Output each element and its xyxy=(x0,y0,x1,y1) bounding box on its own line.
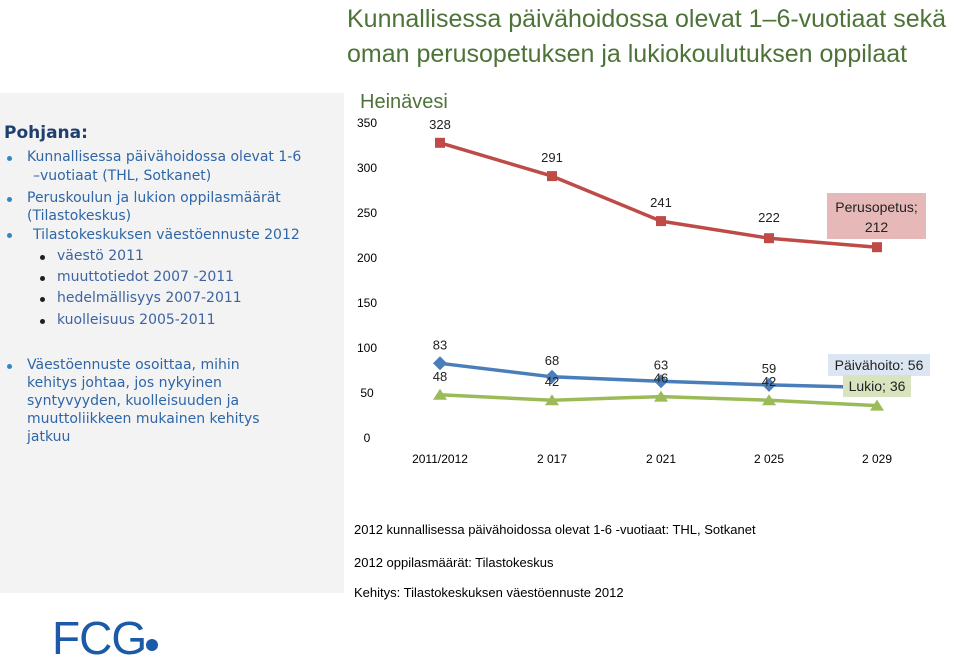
slide-title-line-2: oman perusopetuksen ja lukiokoulutuksen … xyxy=(347,40,908,68)
sidebar-note-line: kehitys johtaa, jos nykyinen xyxy=(27,375,222,391)
x-tick-label: 2011/2012 xyxy=(412,452,468,466)
sidebar-item: (Tilastokeskus) xyxy=(27,208,132,224)
bullet-icon xyxy=(7,364,12,369)
sidebar-note-line: syntyvyyden, kuolleisuuden ja xyxy=(27,393,240,409)
data-label: 68 xyxy=(545,353,559,368)
chart-title: Heinävesi xyxy=(360,91,448,113)
data-label: 83 xyxy=(433,337,447,352)
sidebar-item: Tilastokeskuksen väestöennuste 2012 xyxy=(33,227,300,243)
fcg-logo: FCG xyxy=(52,614,158,658)
sidebar-heading: Pohjana: xyxy=(4,123,88,143)
data-labels: 328 291 241 222 83 68 63 59 48 42 46 42 xyxy=(429,117,780,389)
diamond-marker xyxy=(762,377,776,392)
y-tick-label: 150 xyxy=(357,296,377,310)
y-tick-label: 200 xyxy=(357,251,377,265)
data-label: 42 xyxy=(762,374,776,389)
square-marker xyxy=(656,216,666,227)
triangle-marker xyxy=(433,388,447,400)
bullet-icon xyxy=(7,197,12,202)
x-tick-label: 2 029 xyxy=(862,452,892,466)
end-label-text: Päivähoito: 56 xyxy=(835,357,924,373)
source-line: 2012 kunnallisessa päivähoidossa olevat … xyxy=(354,522,756,537)
diamond-marker xyxy=(433,356,447,371)
data-label: 222 xyxy=(758,210,780,225)
bullet-icon xyxy=(7,156,12,161)
bullet-icon xyxy=(7,233,12,238)
data-label: 328 xyxy=(429,117,451,132)
x-tick-label: 2 025 xyxy=(754,452,784,466)
square-marker xyxy=(764,233,774,244)
square-marker xyxy=(435,137,445,148)
y-tick-label: 50 xyxy=(360,386,374,400)
data-label: 59 xyxy=(762,361,776,376)
source-line: 2012 oppilasmäärät: Tilastokeskus xyxy=(354,555,554,570)
data-label: 63 xyxy=(654,357,668,372)
data-label: 46 xyxy=(654,371,668,386)
square-marker xyxy=(547,171,557,182)
logo-text: FCG xyxy=(52,614,146,658)
y-tick-label: 250 xyxy=(357,206,377,220)
line-chart: Heinävesi 0 50 100 150 200 250 300 350 2011/201… xyxy=(357,91,930,466)
sidebar-note-line: muuttoliikkeen mukainen kehitys xyxy=(27,411,260,427)
bullet-icon xyxy=(40,319,45,324)
sidebar-subitem: hedelmällisyys 2007-2011 xyxy=(57,290,242,306)
logo-dot-icon xyxy=(146,639,158,651)
sidebar-item: Peruskoulun ja lukion oppilasmäärät xyxy=(27,190,281,206)
sidebar-note-line: Väestöennuste osoittaa, mihin xyxy=(27,357,240,373)
data-label: 48 xyxy=(433,369,447,384)
x-axis-ticks: 2011/2012 2 017 2 021 2 025 2 029 xyxy=(412,452,892,466)
triangle-marker xyxy=(654,390,668,402)
series-end-labels: Perusopetus; 212 Päivähoito: 56 Lukio; 36 xyxy=(827,193,930,397)
end-label-box xyxy=(843,375,911,397)
bullet-icon xyxy=(40,297,45,302)
y-tick-label: 350 xyxy=(357,116,377,130)
sidebar-subitem: kuolleisuus 2005-2011 xyxy=(57,312,216,328)
slide-title: Kunnallisessa päivähoidossa olevat 1–6-v… xyxy=(347,2,959,72)
sidebar-panel: Pohjana: Kunnallisessa päivähoidossa ole… xyxy=(0,93,344,593)
y-tick-label: 300 xyxy=(357,161,377,175)
x-tick-label: 2 021 xyxy=(646,452,676,466)
end-label-box xyxy=(827,193,926,239)
diamond-marker xyxy=(545,369,559,384)
y-tick-label: 100 xyxy=(357,341,377,355)
sidebar-subitem: väestö 2011 xyxy=(57,248,144,264)
sidebar-item: –vuotiaat (THL, Sotkanet) xyxy=(33,168,212,184)
data-label: 42 xyxy=(545,374,559,389)
x-tick-label: 2 017 xyxy=(537,452,567,466)
y-axis-ticks: 0 50 100 150 200 250 300 350 xyxy=(357,116,377,445)
slide-title-line-1: Kunnallisessa päivähoidossa olevat 1–6-v… xyxy=(347,5,946,33)
end-label-text: Perusopetus; xyxy=(835,199,918,215)
data-label: 241 xyxy=(650,195,672,210)
square-marker xyxy=(872,242,882,253)
diamond-marker xyxy=(654,374,668,389)
bullet-icon xyxy=(40,255,45,260)
sidebar-note-line: jatkuu xyxy=(27,429,71,445)
triangle-marker xyxy=(870,399,884,411)
triangle-marker xyxy=(545,394,559,406)
end-label-text: Lukio; 36 xyxy=(849,378,906,394)
source-line: Kehitys: Tilastokeskuksen väestöennuste … xyxy=(354,585,624,600)
data-label: 291 xyxy=(541,150,563,165)
end-label-text: 212 xyxy=(865,219,889,235)
sidebar-subitem: muuttotiedot 2007 -2011 xyxy=(57,269,235,285)
bullet-icon xyxy=(40,276,45,281)
end-label-box xyxy=(828,354,930,376)
sidebar-item: Kunnallisessa päivähoidossa olevat 1-6 xyxy=(27,149,302,165)
triangle-marker xyxy=(762,394,776,406)
y-tick-label: 0 xyxy=(364,431,371,445)
